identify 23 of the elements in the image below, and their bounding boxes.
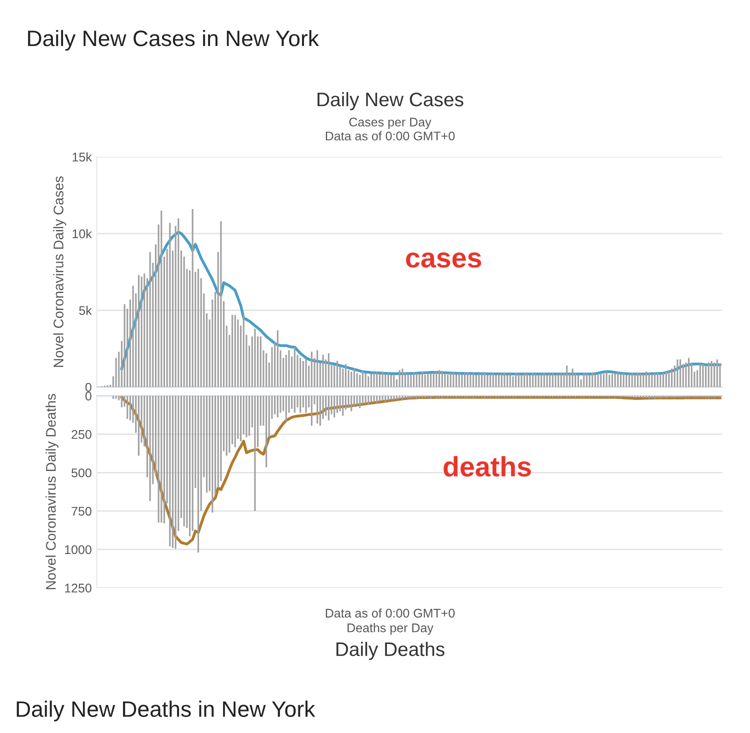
text: Daily New Cases in New York [28, 30, 320, 51]
chart-subtitle: Cases per Day [349, 118, 432, 129]
line-series [120, 396, 722, 546]
annotation: cases [406, 252, 482, 268]
y-tick-label: 1250 [65, 584, 92, 593]
y-tick-label: 15k [72, 152, 92, 162]
chart-title: Daily New Cases [318, 92, 464, 110]
text: Deaths per Day [348, 623, 434, 635]
text: Daily Deaths [336, 642, 444, 660]
y-tick-label: 5k [79, 306, 92, 315]
y-axis-title: Novel Coronavirus Daily Deaths [46, 394, 59, 590]
y-tick-label: 250 [72, 430, 92, 439]
y-tick-label: 1000 [65, 545, 92, 554]
y-tick-label: 750 [72, 506, 92, 516]
annotation: deaths [444, 456, 531, 477]
text: Data as of 0:00 GMT+0 [326, 608, 455, 618]
y-tick-label: 10k [72, 229, 92, 238]
text: Data as of 0:00 GMT+0 [326, 131, 455, 140]
y-tick-label: 0 [85, 392, 92, 400]
y-tick-label: 0 [85, 382, 92, 392]
y-tick-label: 500 [72, 468, 92, 478]
y-axis-title: Novel Coronavirus Daily Cases [53, 176, 66, 367]
text: Daily New Deaths in New York [16, 700, 316, 722]
